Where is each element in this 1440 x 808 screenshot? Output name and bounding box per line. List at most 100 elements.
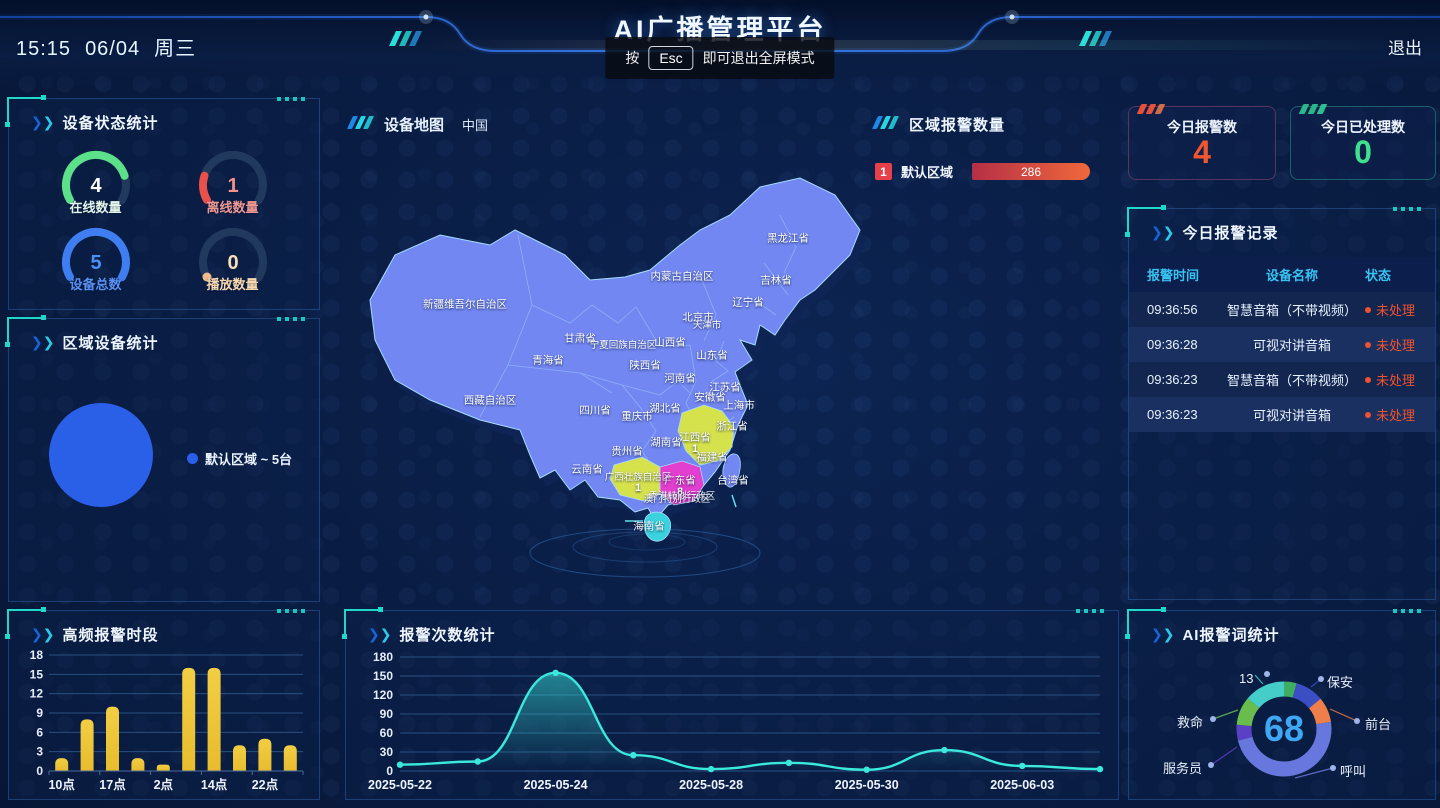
- table-body: 09:36:56 智慧音箱（不带视频） 未处理 09:36:28 可视对讲音箱 未…: [1129, 292, 1435, 432]
- device-name: 智慧音箱（不带视频）: [1226, 303, 1357, 318]
- panel-title-text: 今日报警记录: [1182, 225, 1279, 242]
- status-dot-icon: [1365, 376, 1371, 383]
- corner-bracket-icon: [5, 315, 46, 347]
- gauge: 1 离线数量: [164, 145, 301, 216]
- svg-text:2025-05-28: 2025-05-28: [679, 778, 743, 792]
- svg-text:13: 13: [1239, 671, 1253, 686]
- panel-title: ❯❯ 区域设备统计: [9, 319, 319, 353]
- svg-text:17点: 17点: [99, 777, 126, 792]
- card-value: 4: [1193, 134, 1211, 170]
- corner-dots-icon: [1393, 207, 1423, 211]
- alarm-trend-panel: ❯❯ 报警次数统计 0 30 60 90 120 150 180 2025-05-22 2025…: [342, 607, 1119, 800]
- gauge-grid[interactable]: 4 在线数量 1 离线数量 5 设备总数 0 播放数量: [9, 133, 319, 293]
- svg-text:2025-06-03: 2025-06-03: [990, 778, 1054, 792]
- table-row[interactable]: 09:36:56 智慧音箱（不带视频） 未处理: [1129, 292, 1435, 327]
- svg-text:3: 3: [36, 745, 43, 759]
- panel-title: ❯❯ AI报警词统计: [1129, 611, 1435, 645]
- region-alarm-block: 区域报警数量 1 默认区域 286: [871, 114, 1125, 181]
- double-chevron-icon: ❯❯: [31, 625, 55, 642]
- legend-dot-icon: [187, 453, 198, 464]
- high-freq-panel: ❯❯ 高频报警时段 0 3 6 9 12 15 18 10点 17点 2点 14点 22点: [5, 607, 320, 800]
- header-slashes-right-icon: [1079, 31, 1112, 46]
- alarm-time: 09:36:23: [1147, 372, 1198, 387]
- svg-text:2025-05-24: 2025-05-24: [524, 778, 588, 792]
- alarm-time: 09:36:28: [1147, 337, 1198, 352]
- svg-text:150: 150: [373, 669, 393, 683]
- region-pie-chart[interactable]: [49, 403, 153, 507]
- status-dot-icon: [1365, 306, 1371, 313]
- panel-title: ❯❯ 设备状态统计: [9, 99, 319, 133]
- table-row[interactable]: 09:36:28 可视对讲音箱 未处理: [1129, 327, 1435, 362]
- status-dot-icon: [1365, 411, 1371, 418]
- panel-title: ❯❯ 高频报警时段: [9, 611, 319, 645]
- table-row[interactable]: 09:36:23 智慧音箱（不带视频） 未处理: [1129, 362, 1435, 397]
- high-freq-bar-chart[interactable]: 0 3 6 9 12 15 18 10点 17点 2点 14点 22点: [17, 645, 313, 795]
- svg-text:呼叫: 呼叫: [1340, 764, 1366, 779]
- china-map[interactable]: [330, 96, 1130, 602]
- svg-text:180: 180: [373, 650, 393, 664]
- fullscreen-exit-hint: 按 Esc 即可退出全屏模式: [605, 37, 835, 79]
- device-name: 可视对讲音箱: [1252, 338, 1331, 353]
- svg-text:0: 0: [227, 252, 238, 274]
- weekday-text: 周三: [154, 38, 197, 60]
- map-dash-decoration: [731, 494, 737, 508]
- corner-dots-icon: [1393, 609, 1423, 613]
- status-badge: 未处理: [1365, 300, 1435, 319]
- svg-text:救命: 救命: [1177, 715, 1203, 730]
- exit-button[interactable]: 退出: [1388, 39, 1422, 58]
- panel-title: ❯❯ 今日报警记录: [1129, 209, 1435, 243]
- panel-title: ❯❯ 报警次数统计: [346, 611, 1118, 645]
- esc-key: Esc: [648, 46, 694, 70]
- corner-dots-icon: [277, 317, 307, 321]
- alarm-trend-line-chart[interactable]: 0 30 60 90 120 150 180 2025-05-22 2025-05-24 2025…: [356, 645, 1112, 795]
- time-text: 15:15: [16, 38, 72, 60]
- rank-badge: 1: [875, 163, 892, 180]
- gauge: 5 设备总数: [27, 222, 164, 293]
- region-alarm-title: 区域报警数量: [909, 117, 1006, 134]
- svg-text:10点: 10点: [48, 777, 75, 792]
- column-header: 报警时间: [1147, 268, 1200, 283]
- panel-title-text: AI报警词统计: [1182, 627, 1280, 644]
- card-label: 今日已处理数: [1321, 119, 1405, 135]
- status-dot-icon: [1365, 341, 1371, 348]
- province-taiwan[interactable]: [722, 453, 741, 488]
- svg-text:服务员: 服务员: [1163, 761, 1202, 776]
- svg-text:6: 6: [36, 725, 43, 739]
- svg-text:2025-05-30: 2025-05-30: [835, 778, 899, 792]
- svg-text:120: 120: [373, 688, 393, 702]
- svg-text:1: 1: [227, 175, 238, 197]
- column-header: 设备名称: [1265, 268, 1318, 283]
- region-alarm-row[interactable]: 1 默认区域 286: [875, 162, 1125, 181]
- corner-dots-icon: [277, 609, 307, 613]
- region-name: 默认区域: [901, 165, 954, 180]
- svg-text:15: 15: [30, 667, 44, 681]
- slashes-icon: [871, 115, 900, 134]
- svg-text:90: 90: [380, 707, 394, 721]
- map-title-text: 设备地图: [384, 117, 445, 134]
- double-chevron-icon: ❯❯: [1151, 625, 1175, 642]
- table-header: 报警时间 设备名称 状态: [1129, 257, 1435, 292]
- province-guangdong[interactable]: [659, 460, 705, 506]
- corner-bracket-icon: [1125, 205, 1166, 237]
- status-badge: 未处理: [1365, 405, 1435, 424]
- province-guangxi[interactable]: [609, 456, 661, 502]
- pie-legend[interactable]: 默认区域 ~ 5台: [187, 449, 292, 468]
- alarm-time: 09:36:23: [1147, 407, 1198, 422]
- double-chevron-icon: ❯❯: [31, 113, 55, 130]
- card-slashes-icon: [1136, 101, 1166, 119]
- province-jiangxi-fujian[interactable]: [677, 404, 735, 466]
- alarm-count-value: 286: [1020, 164, 1042, 179]
- alarm-time: 09:36:56: [1147, 302, 1198, 317]
- column-header: 状态: [1365, 268, 1392, 283]
- alarm-records-panel: ❯❯ 今日报警记录 报警时间 设备名称 状态 09:36:56 智慧音箱（不带视…: [1125, 205, 1436, 600]
- double-chevron-icon: ❯❯: [31, 333, 55, 350]
- corner-bracket-icon: [342, 607, 383, 639]
- svg-text:0: 0: [36, 764, 43, 778]
- svg-text:30: 30: [380, 745, 394, 759]
- province-hainan[interactable]: [643, 511, 671, 542]
- table-row[interactable]: 09:36:23 可视对讲音箱 未处理: [1129, 397, 1435, 432]
- card-slashes-icon: [1298, 101, 1328, 119]
- header-slashes-left-icon: [389, 31, 422, 46]
- svg-text:60: 60: [380, 726, 394, 740]
